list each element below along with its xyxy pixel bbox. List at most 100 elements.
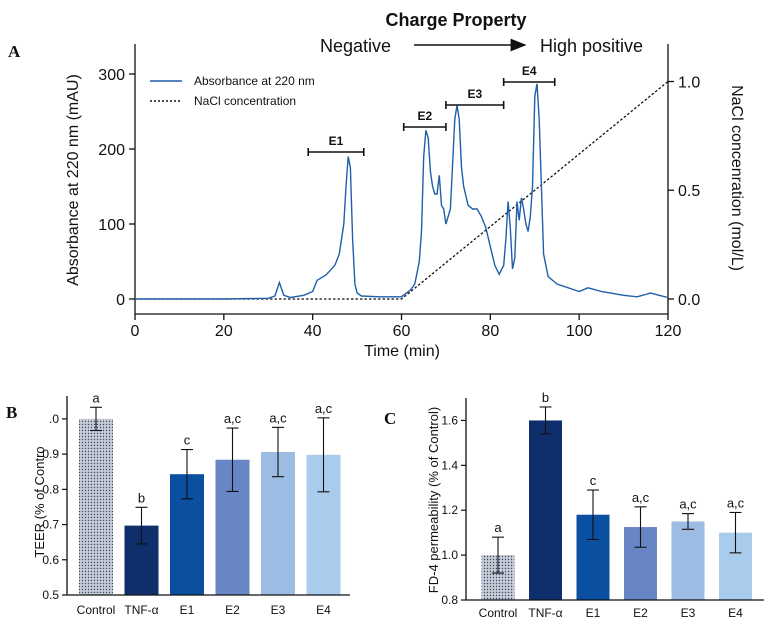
- error-bar: [587, 489, 599, 540]
- absorbance-line: [135, 83, 669, 300]
- panel-b-label: B: [6, 403, 17, 422]
- legend-nacl-label: NaCl concentration: [194, 94, 296, 108]
- panel-c-y-ticks: 0.8 1.0 1.2 1.4 1.6: [441, 413, 466, 607]
- panel-b-y-label: TEER (% of Contro: [32, 446, 47, 557]
- significance-label: a,c: [727, 495, 745, 510]
- significance-label: a: [494, 520, 502, 535]
- panel-a-title: Charge Property: [385, 10, 526, 30]
- error-bar: [90, 406, 102, 432]
- panel-a-x-ticks: 0 20 40 60 80 100 120: [131, 314, 682, 340]
- y-tick-label: 100: [98, 217, 125, 234]
- panel-a-y-label: Absorbance at 220 nm (mAU): [65, 74, 82, 286]
- significance-label: a,c: [679, 497, 697, 512]
- significance-label: c: [590, 473, 597, 488]
- panel-c-bars: a Control b TNF-α c E1 a,c E2 a,c E3 a,c E4: [479, 390, 752, 620]
- x-tick-label: 0: [131, 323, 140, 340]
- category-label: TNF-α: [528, 606, 562, 620]
- panel-c-y-label: FD-4 permeability (% of Control): [426, 407, 441, 593]
- panel-a-y2-ticks: 0.0 0.5 1.0: [668, 74, 700, 309]
- y-tick-label: 0.6: [42, 553, 59, 567]
- category-label: Control: [479, 606, 518, 620]
- fraction-bracket-e4: E4: [502, 64, 556, 86]
- y-tick-label: 1.4: [441, 458, 458, 472]
- panel-a-legend: Absorbance at 220 nm NaCl concentration: [150, 74, 315, 108]
- panel-b-bars: a Control b TNF-α c E1 a,c E2 a,c E3 a,c E4: [77, 390, 341, 617]
- x-tick-label: 120: [655, 323, 682, 340]
- error-bar: [272, 426, 284, 478]
- category-label: Control: [77, 603, 116, 617]
- y2-tick-label: 0.5: [678, 183, 700, 200]
- error-bar: [226, 427, 239, 492]
- significance-label: a,c: [632, 490, 650, 505]
- y-tick-label: 0.8: [42, 482, 59, 496]
- error-bar: [181, 448, 193, 500]
- fraction-label: E2: [417, 109, 432, 123]
- panel-a-label: A: [8, 42, 21, 61]
- y-tick-label: 0: [116, 292, 125, 309]
- category-label: E1: [586, 606, 601, 620]
- bar-1: [529, 420, 562, 600]
- y-tick-label: 1.2: [441, 503, 458, 517]
- category-label: TNF-α: [124, 603, 158, 617]
- error-bar: [539, 406, 552, 435]
- bar-4: [671, 521, 705, 600]
- significance-label: a,c: [269, 410, 287, 425]
- bar-0: [79, 418, 113, 595]
- y-tick-label: 1.0: [441, 548, 458, 562]
- significance-label: a,c: [315, 401, 333, 416]
- x-tick-label: 40: [304, 323, 322, 340]
- y-tick-label: 0.7: [42, 518, 59, 532]
- error-bar: [317, 417, 330, 493]
- panel-b-y-ticks: 0.5 0.6 0.7 0.8 0.9 .0: [42, 412, 67, 602]
- panel-b: B TEER (% of Contro a Control b TNF-α c E1 a,c…: [6, 390, 350, 617]
- x-tick-label: 60: [393, 323, 411, 340]
- panel-a-y-ticks: 0 100 200 300: [98, 67, 135, 309]
- error-bar: [729, 511, 742, 554]
- y-tick-label: 0.5: [42, 588, 59, 602]
- fraction-bracket-e2: E2: [402, 109, 447, 131]
- panel-a: A Charge Property Negative High positive…: [8, 10, 745, 360]
- panel-c-label: C: [384, 409, 396, 428]
- significance-label: a: [92, 390, 100, 405]
- y2-tick-label: 1.0: [678, 74, 700, 91]
- y-tick-label: 0.8: [441, 593, 458, 607]
- y-tick-label: 200: [98, 142, 125, 159]
- significance-label: b: [542, 390, 549, 405]
- fraction-label: E3: [467, 87, 482, 101]
- y-tick-label: .0: [49, 412, 59, 426]
- category-label: E2: [225, 603, 240, 617]
- category-label: E4: [728, 606, 743, 620]
- significance-label: c: [184, 433, 191, 448]
- panel-a-x-label: Time (min): [364, 343, 440, 360]
- fraction-label: E1: [329, 134, 344, 148]
- category-label: E1: [180, 603, 195, 617]
- fraction-label: E4: [522, 64, 537, 78]
- category-label: E3: [271, 603, 286, 617]
- x-tick-label: 100: [566, 323, 593, 340]
- y-tick-label: 0.9: [42, 447, 59, 461]
- error-bar: [135, 506, 148, 545]
- panel-c: C FD-4 permeability (% of Control) a Cont…: [384, 390, 764, 620]
- fraction-bracket-e3: E3: [445, 87, 505, 109]
- category-label: E4: [316, 603, 331, 617]
- charge-negative-label: Negative: [320, 36, 391, 56]
- panel-a-y2-label: NaCl concenration (mol/L): [728, 85, 745, 271]
- y-tick-label: 1.6: [441, 413, 458, 427]
- fraction-brackets: E1 E2 E3 E4: [307, 64, 556, 156]
- error-bar: [634, 506, 647, 548]
- charge-positive-label: High positive: [540, 36, 643, 56]
- legend-absorbance-label: Absorbance at 220 nm: [194, 74, 315, 88]
- error-bar: [682, 513, 694, 530]
- significance-label: b: [138, 490, 145, 505]
- nacl-concentration-line: [135, 80, 669, 300]
- category-label: E3: [681, 606, 696, 620]
- x-tick-label: 80: [481, 323, 499, 340]
- error-bar: [492, 536, 504, 574]
- y-tick-label: 300: [98, 67, 125, 84]
- significance-label: a,c: [224, 411, 242, 426]
- y2-tick-label: 0.0: [678, 292, 700, 309]
- fraction-bracket-e1: E1: [307, 134, 365, 156]
- x-tick-label: 20: [215, 323, 233, 340]
- category-label: E2: [633, 606, 648, 620]
